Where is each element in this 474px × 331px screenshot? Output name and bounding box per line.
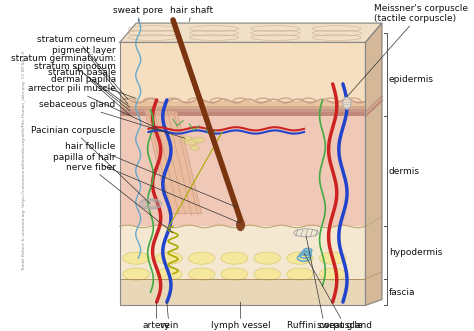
- Text: stratum corneum: stratum corneum: [37, 35, 128, 99]
- Ellipse shape: [190, 146, 200, 151]
- Ellipse shape: [221, 268, 248, 280]
- Ellipse shape: [294, 229, 319, 237]
- Bar: [120, 109, 365, 112]
- Bar: [120, 279, 365, 305]
- Ellipse shape: [254, 268, 281, 280]
- Bar: [120, 226, 365, 279]
- Ellipse shape: [155, 252, 182, 264]
- Text: epidermis: epidermis: [389, 75, 434, 84]
- Text: artery: artery: [143, 302, 171, 330]
- Text: vein: vein: [159, 302, 179, 330]
- Ellipse shape: [236, 218, 245, 231]
- Text: hair shaft: hair shaft: [170, 6, 213, 22]
- Text: stratum basale: stratum basale: [47, 68, 130, 115]
- Text: hair follicle: hair follicle: [65, 142, 237, 207]
- Text: Tomáš Kebert & ummato.org  https://commons.wikimedia.org/wiki/File:Human_skin.pn: Tomáš Kebert & ummato.org https://common…: [22, 51, 26, 271]
- Ellipse shape: [319, 268, 346, 280]
- Ellipse shape: [319, 252, 346, 264]
- Polygon shape: [145, 110, 201, 213]
- Text: dermal papilla: dermal papilla: [51, 75, 136, 98]
- Ellipse shape: [193, 137, 204, 143]
- Ellipse shape: [123, 268, 149, 280]
- Text: Meissner's corpuscle
(tactile corpuscle): Meissner's corpuscle (tactile corpuscle): [347, 4, 468, 97]
- Text: Ruffini corpuscle: Ruffini corpuscle: [287, 236, 362, 330]
- Bar: [120, 106, 365, 109]
- Ellipse shape: [287, 268, 313, 280]
- Bar: [120, 101, 365, 106]
- Bar: [120, 42, 365, 116]
- Ellipse shape: [254, 252, 281, 264]
- Text: hypodermis: hypodermis: [389, 248, 442, 257]
- Ellipse shape: [123, 252, 149, 264]
- Text: sweat gland: sweat gland: [304, 253, 373, 330]
- Ellipse shape: [343, 97, 351, 109]
- Bar: [120, 112, 365, 116]
- Text: stratum germinativum:: stratum germinativum:: [10, 54, 130, 107]
- Text: dermis: dermis: [389, 167, 420, 176]
- Text: arrector pili muscle: arrector pili muscle: [28, 84, 169, 134]
- Ellipse shape: [188, 252, 215, 264]
- Text: nerve fiber: nerve fiber: [66, 163, 173, 233]
- Ellipse shape: [155, 268, 182, 280]
- Ellipse shape: [182, 136, 191, 141]
- Text: sweat pore: sweat pore: [113, 6, 163, 22]
- Text: lymph vessel: lymph vessel: [211, 302, 270, 330]
- Ellipse shape: [185, 138, 198, 145]
- Text: stratum spinosum: stratum spinosum: [34, 62, 130, 111]
- Text: Pacinian corpuscle: Pacinian corpuscle: [31, 126, 151, 204]
- Polygon shape: [120, 23, 382, 42]
- Text: sebaceous gland: sebaceous gland: [39, 100, 185, 138]
- Text: pigment layer: pigment layer: [52, 46, 128, 104]
- Text: fascia: fascia: [389, 288, 415, 297]
- Ellipse shape: [287, 252, 313, 264]
- Bar: [120, 116, 365, 226]
- Ellipse shape: [188, 268, 215, 280]
- Ellipse shape: [221, 252, 248, 264]
- Polygon shape: [365, 23, 382, 305]
- Text: papilla of hair: papilla of hair: [53, 153, 241, 223]
